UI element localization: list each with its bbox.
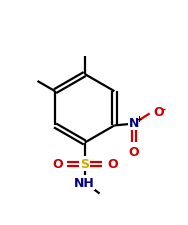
Text: S: S (80, 158, 89, 171)
Text: N: N (129, 117, 139, 130)
Text: NH: NH (74, 176, 94, 189)
Text: O: O (129, 146, 139, 159)
Text: O: O (107, 158, 118, 171)
Text: -: - (162, 104, 166, 114)
Text: O: O (52, 158, 63, 171)
Text: O: O (154, 106, 164, 119)
Text: +: + (136, 114, 143, 123)
